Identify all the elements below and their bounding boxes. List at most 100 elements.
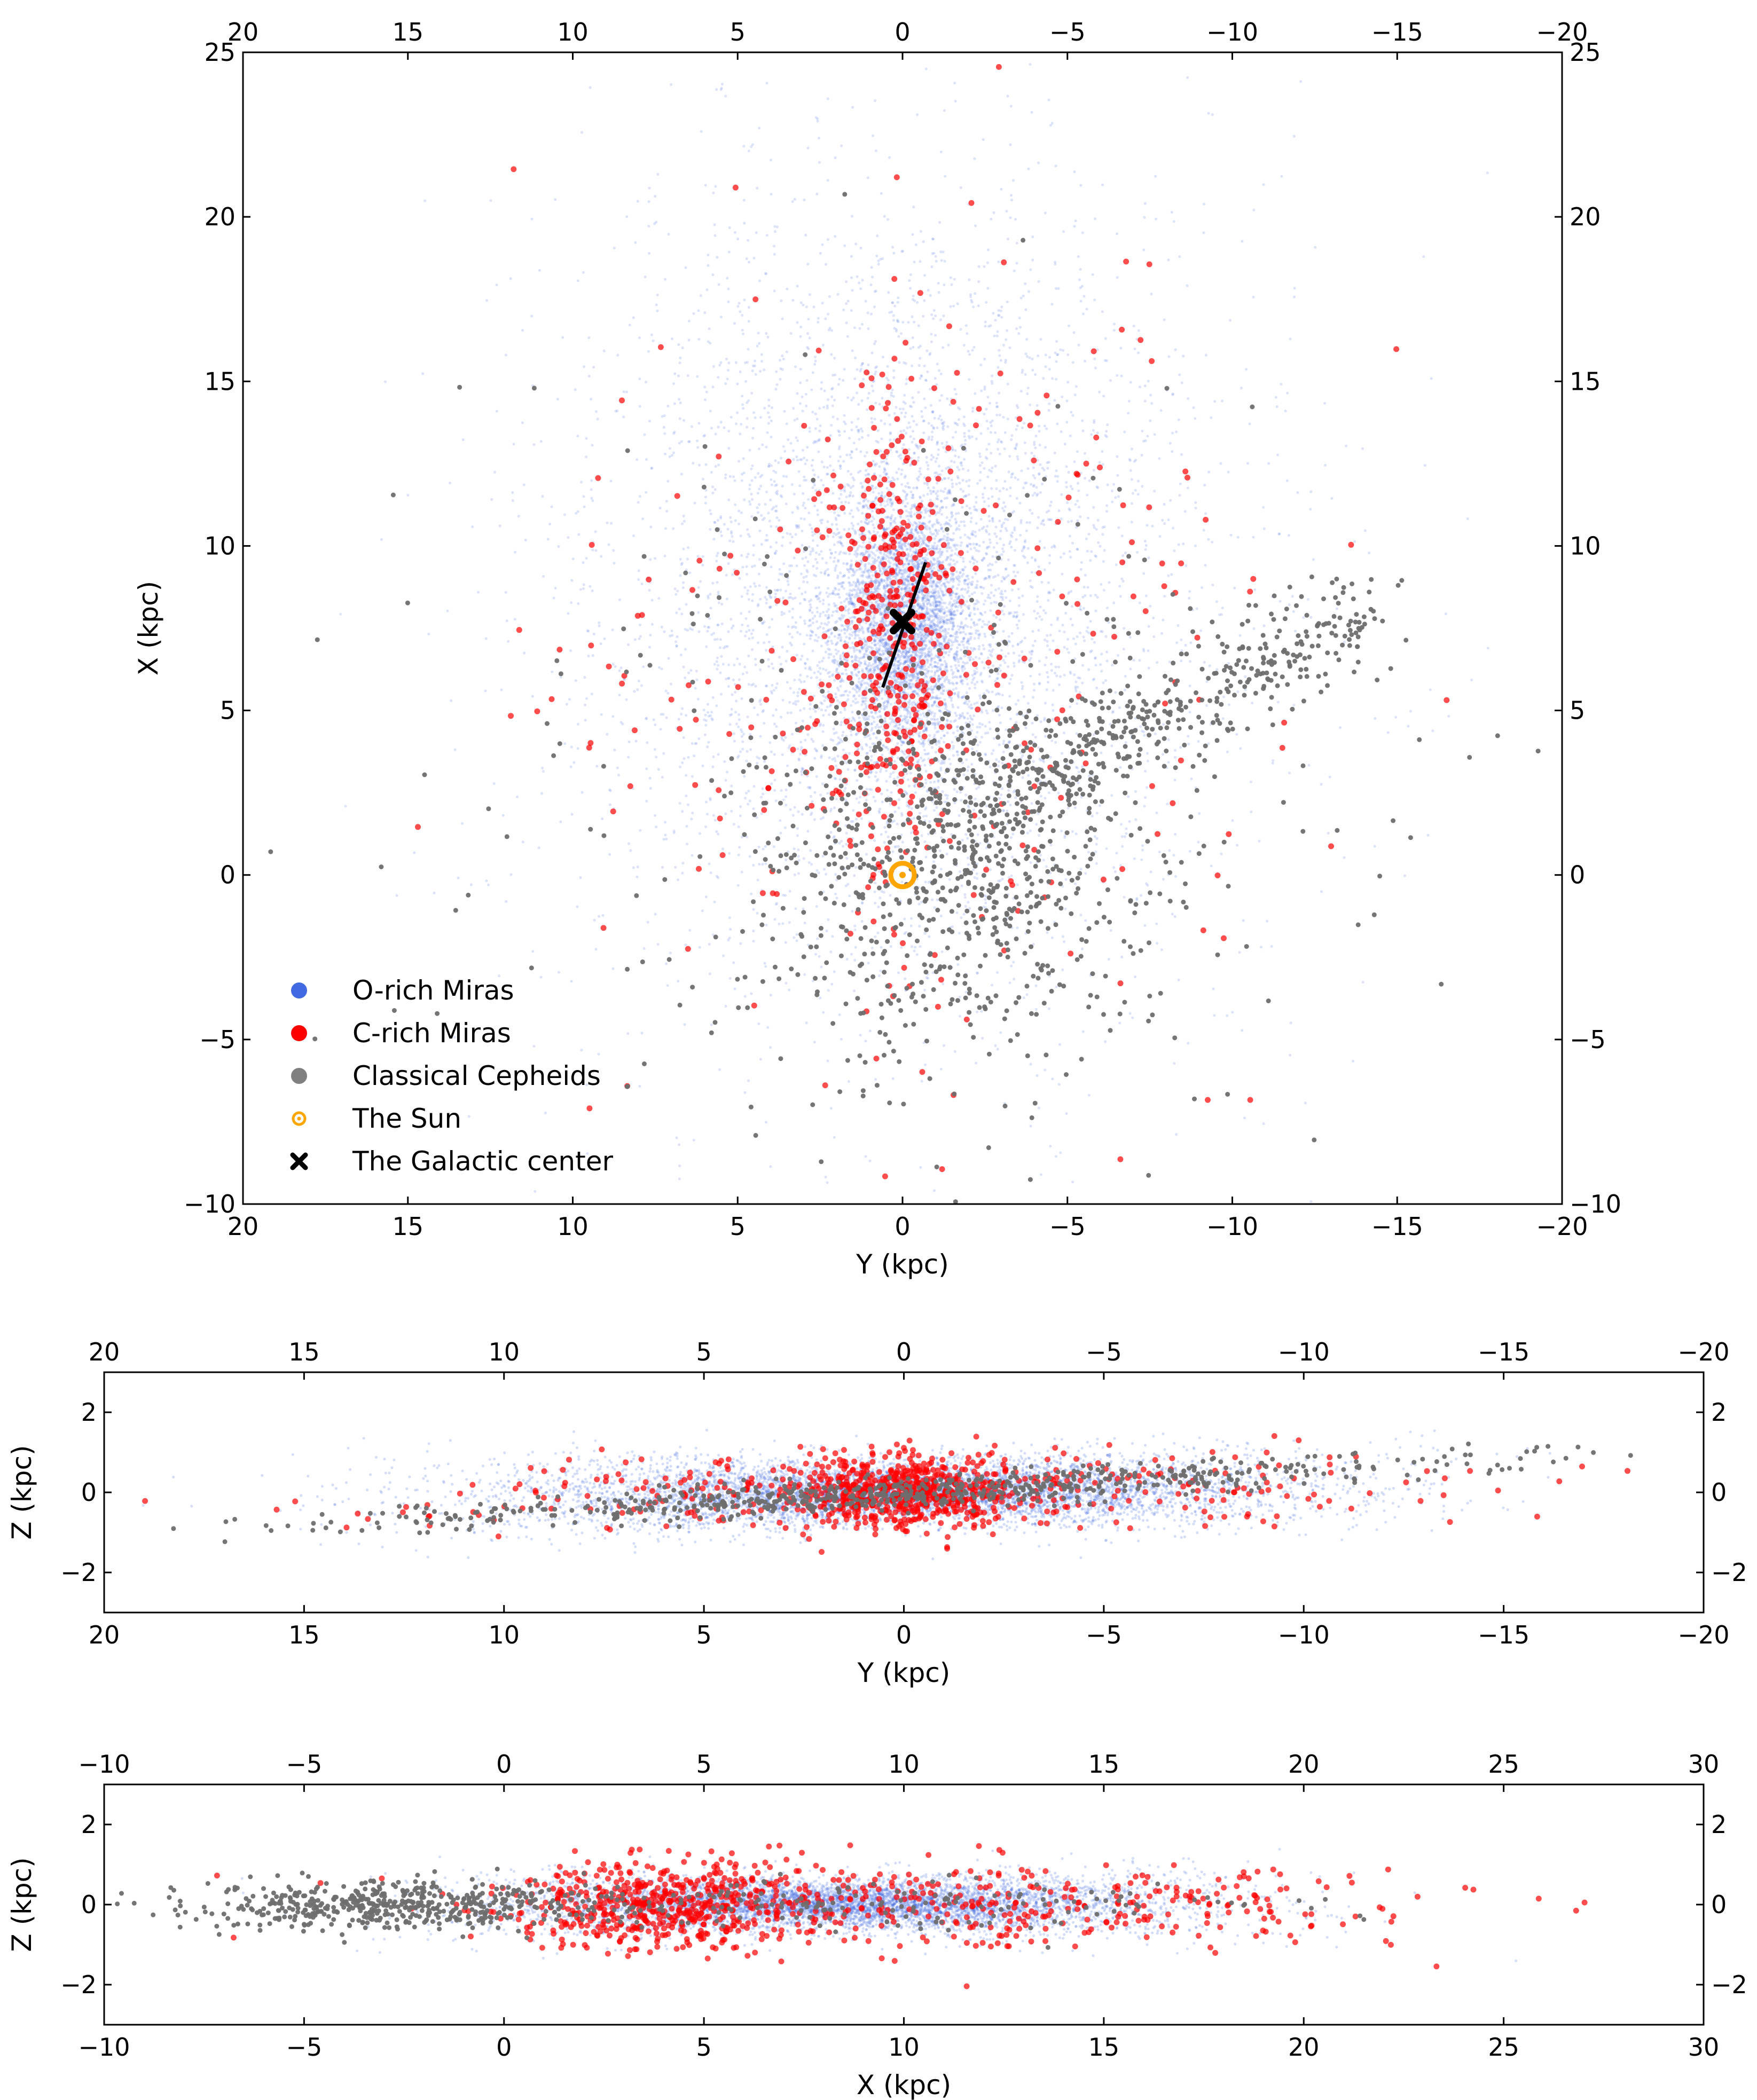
o-rich-mira-point (1013, 510, 1015, 513)
o-rich-mira-point (946, 550, 948, 553)
o-rich-mira-point (933, 1189, 936, 1192)
o-rich-mira-point (1016, 455, 1019, 458)
o-rich-mira-point (759, 703, 762, 706)
o-rich-mira-point (991, 555, 994, 558)
o-rich-mira-point (577, 279, 579, 282)
o-rich-mira-point (964, 833, 967, 836)
o-rich-mira-point (685, 774, 687, 777)
o-rich-mira-point (1231, 819, 1234, 822)
o-rich-mira-point (783, 450, 786, 453)
o-rich-mira-point (1007, 470, 1010, 473)
o-rich-mira-point (951, 673, 954, 675)
o-rich-mira-point (741, 329, 744, 332)
o-rich-mira-point (734, 231, 736, 234)
o-rich-mira-point (782, 445, 785, 448)
o-rich-mira-point (969, 543, 972, 546)
o-rich-mira-point (967, 586, 970, 589)
o-rich-mira-point (727, 499, 730, 501)
o-rich-mira-point (817, 670, 820, 673)
o-rich-mira-point (639, 635, 642, 638)
o-rich-mira-point (697, 611, 700, 614)
o-rich-mira-point (806, 263, 809, 265)
o-rich-mira-point (611, 715, 614, 718)
o-rich-mira-point (1203, 529, 1205, 531)
o-rich-mira-point (912, 206, 915, 208)
o-rich-mira-point (858, 327, 861, 330)
o-rich-mira-point (729, 516, 732, 519)
o-rich-mira-point (752, 940, 755, 942)
o-rich-mira-point (1139, 725, 1142, 728)
o-rich-mira-point (821, 302, 824, 304)
o-rich-mira-point (1145, 544, 1148, 547)
o-rich-mira-point (1101, 310, 1104, 313)
o-rich-mira-point (1040, 795, 1042, 798)
o-rich-mira-point (1407, 725, 1409, 728)
o-rich-mira-point (934, 674, 936, 677)
o-rich-mira-point (956, 647, 959, 649)
o-rich-mira-point (967, 769, 969, 772)
o-rich-mira-point (582, 561, 585, 564)
o-rich-mira-point (505, 591, 507, 594)
o-rich-mira-point (995, 525, 998, 528)
o-rich-mira-point (848, 894, 851, 897)
o-rich-mira-point (1062, 349, 1064, 352)
o-rich-mira-point (856, 368, 858, 371)
o-rich-mira-point (1016, 627, 1019, 630)
o-rich-mira-point (636, 688, 639, 691)
o-rich-mira-point (1044, 702, 1047, 704)
o-rich-mira-point (936, 718, 939, 721)
o-rich-mira-point (1095, 843, 1098, 845)
o-rich-mira-point (881, 650, 884, 652)
o-rich-mira-point (1045, 353, 1047, 356)
o-rich-mira-point (509, 277, 512, 280)
o-rich-mira-point (636, 876, 638, 878)
o-rich-mira-point (743, 666, 746, 668)
o-rich-mira-point (1127, 795, 1130, 798)
o-rich-mira-point (731, 573, 734, 576)
o-rich-mira-point (725, 574, 728, 577)
o-rich-mira-point (776, 682, 779, 685)
o-rich-mira-point (502, 814, 505, 817)
o-rich-mira-point (968, 485, 970, 487)
o-rich-mira-point (1001, 787, 1003, 790)
o-rich-mira-point (984, 902, 987, 905)
o-rich-mira-point (1368, 552, 1370, 554)
o-rich-mira-point (613, 247, 616, 249)
o-rich-mira-point (859, 796, 861, 798)
o-rich-mira-point (1143, 216, 1146, 219)
o-rich-mira-point (1141, 454, 1143, 457)
o-rich-mira-point (1142, 248, 1145, 251)
o-rich-mira-point (1014, 476, 1017, 479)
o-rich-mira-point (1010, 875, 1013, 877)
o-rich-mira-point (728, 539, 731, 542)
o-rich-mira-point (770, 750, 773, 753)
o-rich-mira-point (1374, 845, 1376, 847)
o-rich-mira-point (745, 792, 748, 795)
o-rich-mira-point (542, 770, 545, 773)
o-rich-mira-point (1015, 327, 1018, 330)
o-rich-mira-point (797, 872, 800, 875)
o-rich-mira-point (1048, 368, 1051, 371)
o-rich-mira-point (1099, 545, 1101, 548)
o-rich-mira-point (817, 321, 819, 324)
o-rich-mira-point (1010, 438, 1013, 441)
o-rich-mira-point (997, 672, 999, 675)
o-rich-mira-point (938, 369, 940, 372)
o-rich-mira-point (655, 825, 657, 828)
o-rich-mira-point (986, 396, 989, 398)
o-rich-mira-point (697, 586, 700, 589)
o-rich-mira-point (1227, 471, 1230, 474)
o-rich-mira-point (874, 561, 876, 564)
o-rich-mira-point (1075, 832, 1078, 835)
o-rich-mira-point (1022, 486, 1025, 489)
o-rich-mira-point (835, 652, 838, 655)
o-rich-mira-point (559, 821, 562, 823)
o-rich-mira-point (1080, 561, 1083, 564)
o-rich-mira-point (649, 634, 652, 636)
o-rich-mira-point (1445, 612, 1447, 615)
o-rich-mira-point (1210, 416, 1212, 419)
o-rich-mira-point (800, 301, 803, 304)
o-rich-mira-point (820, 388, 822, 390)
o-rich-mira-point (1099, 663, 1102, 666)
o-rich-mira-point (856, 797, 858, 800)
